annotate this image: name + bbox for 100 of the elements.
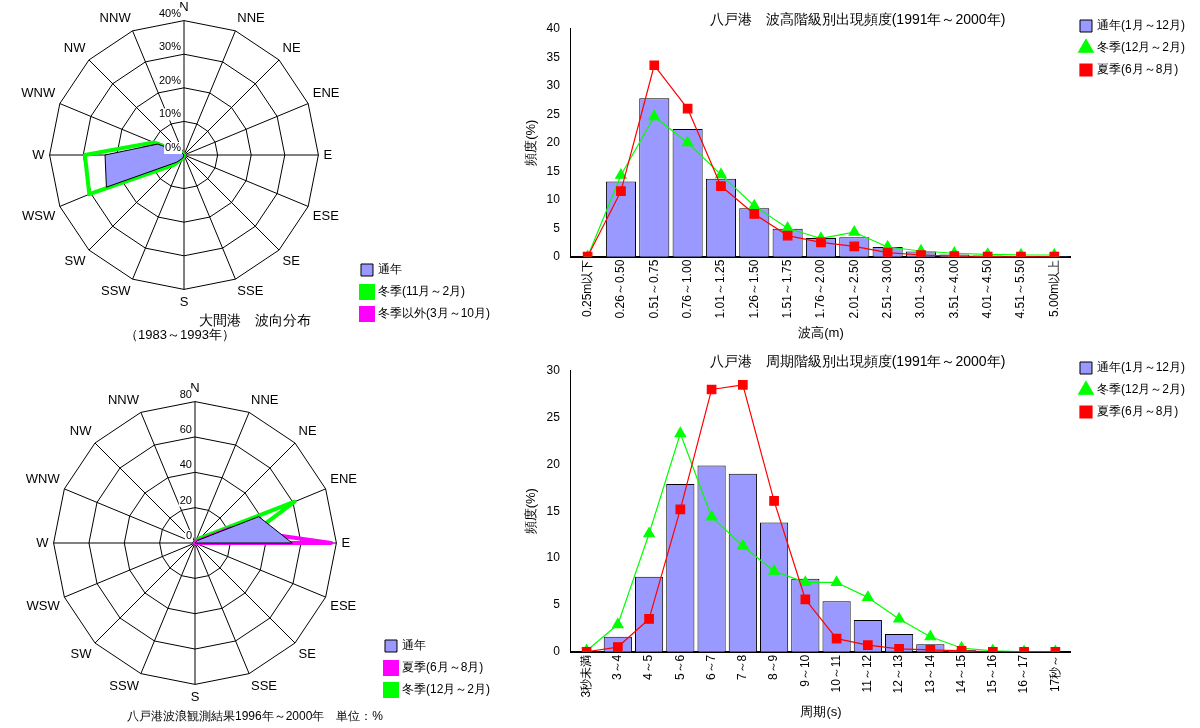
spoke-label: ESE (330, 598, 357, 614)
spoke-label: WNW (21, 85, 56, 101)
spoke-label: WSW (21, 207, 56, 223)
spoke-label: E (341, 534, 351, 550)
x-tick-label: 2.51～3.00 (879, 259, 894, 319)
y-tick-label: 20 (546, 456, 561, 471)
legend-label: 冬季以外(3月～10月) (377, 306, 490, 321)
y-tick-label: 5 (553, 597, 561, 612)
y-tick-label: 60 (179, 422, 192, 435)
y-tick-label: 40 (179, 458, 192, 471)
spoke-label: NNE (237, 9, 266, 25)
x-tick-label: 1.01～1.25 (713, 259, 728, 319)
legend-label: 通年 (377, 262, 402, 277)
spoke-label: E (323, 146, 333, 162)
chart-title: 八戸港 波高階級別出現頻度(1991年～2000年) (709, 11, 1006, 28)
y-tick-label: 0 (185, 529, 192, 542)
spoke-label: NW (69, 423, 93, 439)
x-tick-label: 1.76～2.00 (813, 259, 828, 319)
y-tick-label: 20 (179, 493, 192, 506)
y-tick-label: 35 (546, 49, 561, 64)
legend-label: 通年(1月～12月) (1096, 360, 1185, 375)
spoke-label: SW (70, 645, 93, 661)
legend-label: 夏季(6月～8月) (1096, 404, 1179, 419)
spoke-label: NE (282, 40, 301, 56)
spoke-label: S (179, 293, 189, 309)
y-axis-title: 頻度(%) (523, 488, 539, 535)
spoke-label: SSW (101, 283, 132, 299)
x-tick-label: 14～15 (953, 654, 968, 694)
x-tick-label: 3.51～4.00 (946, 259, 961, 319)
spoke-label: SE (282, 252, 301, 268)
x-tick-label: 6～7 (703, 654, 718, 681)
spoke-label: NNE (251, 391, 279, 407)
y-tick-label: 30 (546, 78, 561, 93)
x-tick-label: 17秒～ (1047, 654, 1062, 693)
spoke-label: NNW (107, 391, 140, 407)
x-tick-label: 8～9 (766, 654, 781, 681)
x-tick-label: 4～5 (641, 654, 656, 681)
y-tick-label: 5 (553, 220, 561, 235)
spoke-label: SSW (109, 677, 140, 693)
x-axis-title: 波高(m) (798, 324, 844, 340)
x-tick-label: 3.01～3.50 (913, 259, 928, 319)
x-tick-label: 1.26～1.50 (746, 259, 761, 319)
spoke-label: NNW (99, 9, 132, 25)
spoke-label: ENE (330, 470, 358, 486)
x-tick-label: 3秒未満 (578, 654, 593, 698)
y-tick-label: 0 (553, 249, 561, 263)
text: 大間港 波向分布 (199, 312, 311, 329)
spoke-label: S (190, 688, 200, 704)
x-tick-label: 4.51～5.50 (1013, 259, 1028, 319)
y-tick-label: 25 (546, 106, 561, 121)
spoke-label: SE (298, 645, 317, 661)
spoke-label: W (36, 534, 50, 550)
legend-label: 冬季(12月～2月) (1096, 382, 1185, 397)
x-tick-label: 0.26～0.50 (613, 259, 628, 319)
legend-label: 冬季(12月～2月) (1096, 40, 1185, 55)
y-tick-label: 10 (546, 550, 561, 565)
x-tick-label: 0.25m以下 (579, 259, 594, 318)
legend-label: 冬季(12月～2月) (401, 682, 490, 697)
x-tick-label: 13～14 (922, 654, 937, 694)
spoke-label: WSW (26, 598, 61, 614)
spoke-label: SW (64, 252, 87, 268)
y-tick-label: 10% (158, 107, 182, 120)
x-tick-label: 0.51～0.75 (646, 259, 661, 319)
y-tick-label: 20 (546, 135, 561, 150)
x-tick-label: 3～4 (610, 654, 625, 681)
text: （1983～1993年） (124, 327, 236, 344)
x-tick-label: 1.51～1.75 (779, 259, 794, 319)
legend-label: 通年 (401, 638, 426, 653)
x-tick-label: 4.01～4.50 (979, 259, 994, 319)
x-tick-label: 16～17 (1016, 654, 1031, 694)
y-axis-title: 頻度(%) (523, 119, 539, 166)
x-tick-label: 11～12 (860, 654, 875, 693)
y-tick-label: 80 (179, 387, 192, 400)
legend-label: 夏季(6月～8月) (401, 660, 484, 675)
spoke-label: NW (63, 40, 87, 56)
legend-label: 冬季(11月～2月) (377, 284, 466, 299)
x-tick-label: 7～8 (735, 654, 750, 681)
y-tick-label: 40 (546, 21, 561, 36)
spoke-label: SSE (237, 283, 264, 299)
chart-title: 八戸港 周期階級別出現頻度(1991年～2000年) (709, 353, 1006, 370)
spoke-label: SSE (251, 677, 278, 693)
spoke-label: ESE (312, 207, 340, 223)
spoke-label: ENE (312, 85, 340, 101)
x-tick-label: 0.76～1.00 (679, 259, 694, 319)
x-tick-label: 15～16 (985, 654, 1000, 694)
spoke-label: WNW (25, 470, 61, 486)
x-tick-label: 12～13 (891, 654, 906, 694)
y-tick-label: 30% (158, 40, 182, 53)
spoke-label: W (32, 146, 46, 162)
y-tick-label: 20% (158, 73, 182, 86)
x-tick-label: 5～6 (672, 654, 687, 681)
x-tick-label: 9～10 (797, 654, 812, 687)
legend-label: 通年(1月～12月) (1096, 18, 1185, 33)
x-tick-label: 10～11 (828, 654, 843, 693)
y-tick-label: 30 (546, 363, 561, 378)
y-tick-label: 10 (546, 192, 561, 207)
x-tick-label: 2.01～2.50 (846, 259, 861, 319)
y-tick-label: 15 (546, 503, 561, 518)
y-tick-label: 0 (553, 644, 561, 659)
text: 八戸港波浪観測結果1996年～2000年 単位：% (125, 708, 385, 725)
